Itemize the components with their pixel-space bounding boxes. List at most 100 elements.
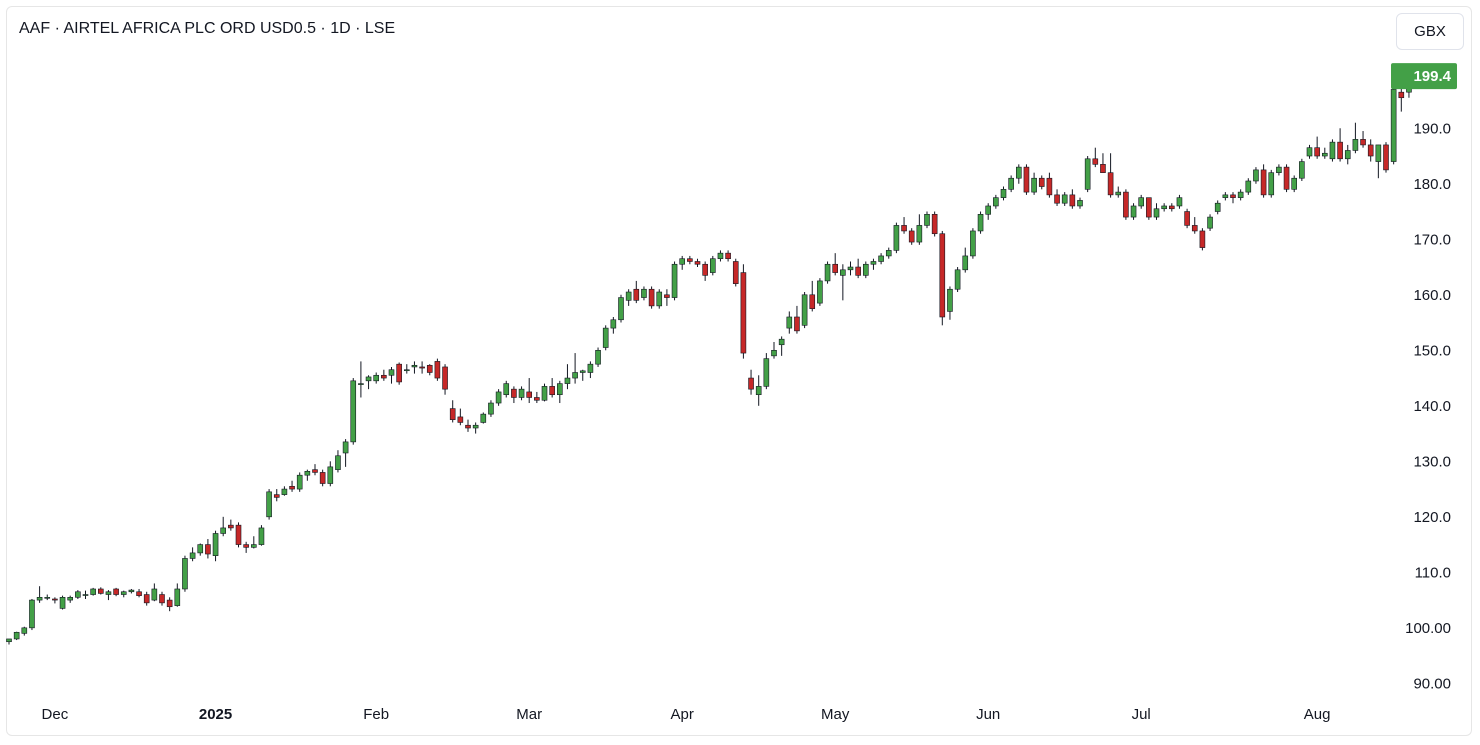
- candle: [212, 530, 219, 562]
- candle-body-up: [503, 383, 510, 396]
- candle: [273, 489, 280, 502]
- candle-body-down: [908, 230, 915, 243]
- candle: [442, 364, 448, 395]
- candle: [641, 286, 647, 301]
- candle-body-up: [258, 527, 265, 545]
- candle: [931, 211, 938, 237]
- candle: [143, 591, 150, 606]
- candle-body-up: [296, 474, 303, 490]
- candle: [702, 261, 708, 281]
- candle: [587, 361, 594, 379]
- candle: [1107, 153, 1114, 198]
- candle-body-down: [939, 233, 946, 318]
- candle: [671, 261, 678, 301]
- candle-body-up: [304, 471, 311, 476]
- candle-body-down: [1191, 225, 1198, 232]
- candle: [1329, 139, 1336, 162]
- candle-body-up: [625, 291, 632, 301]
- last-price-label: 199.4: [1413, 68, 1451, 85]
- candle-body-up: [120, 591, 127, 595]
- candle-body-up: [847, 266, 854, 271]
- x-tick-label: Jun: [976, 706, 1000, 723]
- candle: [885, 247, 892, 259]
- candle: [59, 595, 66, 610]
- candle: [21, 626, 28, 636]
- candle-body-up: [21, 627, 28, 634]
- candle-body-down: [1260, 169, 1267, 196]
- candle-body-up: [1322, 152, 1328, 157]
- candle-body-down: [289, 485, 295, 490]
- candle: [977, 211, 984, 234]
- candle: [855, 258, 861, 279]
- candle-body-up: [1253, 169, 1259, 182]
- candle: [373, 372, 380, 384]
- candle-body-down: [52, 598, 58, 601]
- candle: [1268, 169, 1275, 198]
- candle-body-up: [1115, 191, 1122, 196]
- candle-body-down: [526, 391, 533, 398]
- candle: [1360, 131, 1366, 148]
- candle-body-down: [1107, 172, 1114, 196]
- candle-body-down: [1398, 91, 1405, 99]
- candle-body-down: [243, 544, 249, 548]
- candle: [970, 228, 976, 259]
- candle: [648, 286, 655, 309]
- x-tick-label: Dec: [42, 706, 69, 723]
- candle: [381, 369, 387, 381]
- candle: [717, 250, 724, 262]
- y-tick-label: 120.0: [1413, 509, 1451, 526]
- candle-body-up: [893, 225, 900, 251]
- candle: [1176, 194, 1183, 209]
- candle-body-up: [90, 588, 96, 595]
- candle: [1367, 139, 1374, 162]
- candle: [1314, 136, 1320, 159]
- candle-body-down: [694, 261, 701, 265]
- candle: [656, 289, 663, 309]
- candle: [664, 289, 670, 306]
- candle: [251, 536, 257, 549]
- candle: [610, 316, 617, 334]
- candle-body-up: [6, 638, 12, 643]
- candle: [694, 258, 701, 268]
- candle-body-up: [365, 376, 372, 382]
- candle: [1077, 197, 1083, 209]
- candle: [258, 525, 265, 546]
- candle-body-up: [1375, 144, 1382, 162]
- candle: [243, 541, 249, 553]
- candle: [1352, 122, 1359, 154]
- candle: [679, 255, 686, 270]
- candle: [1375, 144, 1382, 179]
- candle-body-down: [1054, 194, 1060, 204]
- candle-body-down: [159, 594, 165, 604]
- candle-body-down: [1314, 147, 1320, 157]
- candle-body-up: [709, 258, 716, 273]
- candle: [182, 555, 188, 592]
- candle: [396, 362, 402, 385]
- candle: [98, 587, 104, 595]
- candle: [817, 278, 823, 306]
- candle-body-up: [778, 338, 785, 346]
- y-tick-label: 90.00: [1413, 675, 1451, 692]
- candle-body-down: [1038, 177, 1045, 187]
- candle-body-up: [373, 374, 380, 382]
- candle: [1084, 156, 1091, 193]
- candle: [1390, 78, 1397, 165]
- candle-body-up: [1344, 150, 1351, 160]
- candle-body-down: [442, 366, 448, 390]
- candle-body-up: [151, 588, 158, 601]
- candle-body-up: [840, 269, 846, 276]
- candle-body-up: [541, 386, 548, 401]
- candle-body-up: [327, 466, 334, 484]
- candle-body-down: [319, 472, 326, 484]
- candle-body-up: [970, 230, 976, 257]
- currency-button[interactable]: GBX: [1396, 13, 1464, 50]
- candle: [220, 516, 226, 537]
- candle-body-up: [411, 364, 418, 368]
- candle: [962, 247, 969, 273]
- last-price-label-bg: [1391, 63, 1457, 90]
- y-tick-label: 170.0: [1413, 231, 1451, 248]
- candle: [488, 400, 494, 417]
- candle: [296, 472, 303, 492]
- candle: [763, 353, 770, 390]
